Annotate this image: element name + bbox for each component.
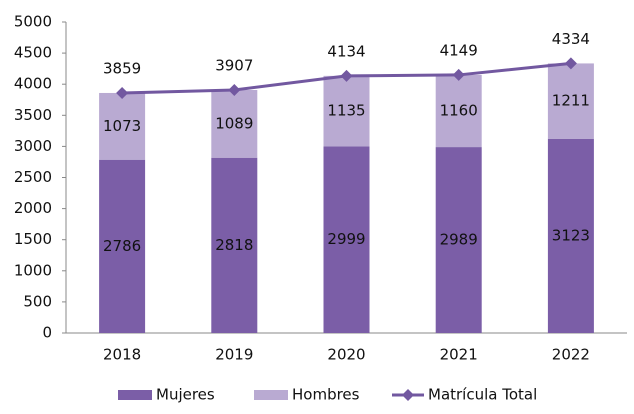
legend-label: Hombres — [292, 386, 360, 404]
y-tick-label: 4000 — [14, 75, 52, 93]
line-marker — [116, 86, 129, 99]
line-marker — [452, 68, 465, 81]
x-tick-label: 2019 — [215, 346, 253, 364]
bar-segment — [99, 159, 146, 333]
legend-swatch — [118, 390, 152, 400]
bar-segment — [547, 138, 594, 333]
legend-marker — [402, 389, 414, 401]
bar-segment — [211, 89, 258, 158]
legend-label: Matrícula Total — [428, 386, 537, 404]
data-label: 3123 — [552, 226, 590, 244]
data-label: 4134 — [327, 42, 365, 60]
data-label: 1073 — [103, 117, 141, 135]
y-tick-label: 2000 — [14, 199, 52, 217]
x-tick-label: 2018 — [103, 346, 141, 364]
data-label: 1211 — [552, 92, 590, 110]
y-tick-label: 500 — [23, 292, 52, 310]
bar-segment — [323, 75, 370, 147]
data-label: 2999 — [327, 230, 365, 248]
data-label: 4149 — [440, 41, 478, 59]
legend-label: Mujeres — [156, 386, 215, 404]
y-tick-label: 3500 — [14, 106, 52, 124]
bar-segment — [547, 63, 594, 139]
legend-swatch — [254, 390, 288, 400]
line-marker — [340, 69, 353, 82]
data-label: 1160 — [440, 102, 478, 120]
y-tick-label: 4500 — [14, 44, 52, 62]
x-tick-label: 2022 — [552, 346, 590, 364]
data-label: 3907 — [215, 56, 253, 74]
bar-segment — [435, 74, 482, 148]
bar-segment — [211, 157, 258, 333]
data-label: 1089 — [215, 114, 253, 132]
data-label: 2786 — [103, 237, 141, 255]
y-tick-label: 2500 — [14, 168, 52, 186]
y-tick-label: 0 — [42, 324, 52, 342]
x-tick-label: 2021 — [440, 346, 478, 364]
bar-segment — [323, 146, 370, 333]
y-tick-label: 1000 — [14, 261, 52, 279]
y-tick-label: 5000 — [14, 13, 52, 31]
line-marker — [564, 57, 577, 70]
x-tick-label: 2020 — [327, 346, 365, 364]
data-label: 4334 — [552, 30, 590, 48]
data-label: 1135 — [327, 102, 365, 120]
bar-segment — [99, 92, 146, 160]
line-marker — [228, 83, 241, 96]
data-label: 3859 — [103, 59, 141, 77]
y-tick-label: 3000 — [14, 137, 52, 155]
data-label: 2818 — [215, 236, 253, 254]
bar-segment — [435, 147, 482, 333]
y-tick-label: 1500 — [14, 230, 52, 248]
data-label: 2989 — [440, 231, 478, 249]
